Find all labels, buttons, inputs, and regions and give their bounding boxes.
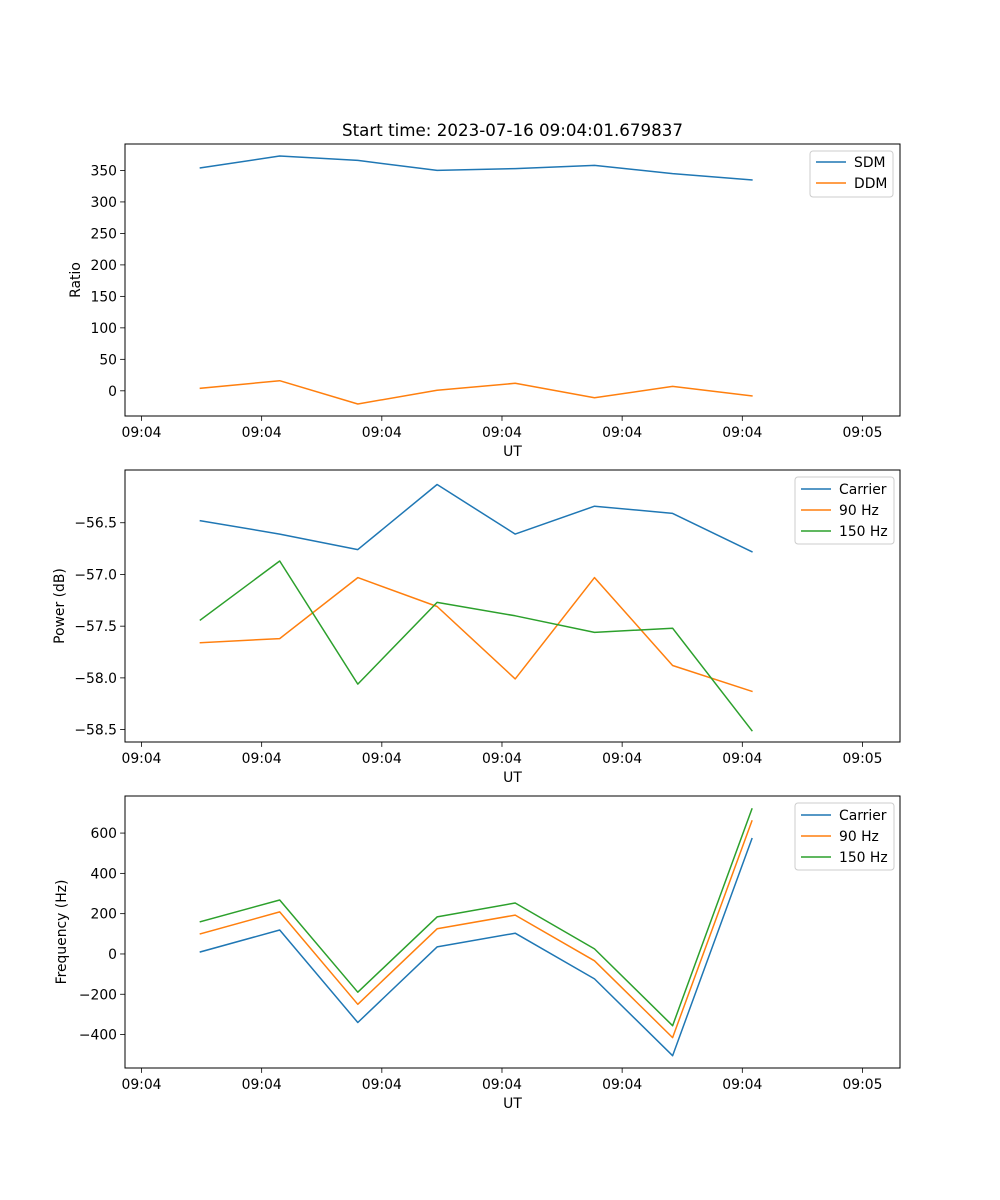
y-tick-label: 250 [90,226,117,242]
x-tick-label: 09:04 [362,1077,402,1093]
frequency-y-ticks: −400 −200 0 200 400 600 [79,826,125,1044]
frequency-x-ticks: 09:04 09:04 09:04 09:04 09:04 09:04 09:05 [121,1068,882,1093]
y-tick-label: −58.0 [74,671,117,687]
x-tick-label: 09:04 [602,1077,642,1093]
y-tick-label: 400 [90,866,117,882]
ratio-series-layer [199,155,753,405]
x-tick-label: 09:05 [842,1077,882,1093]
x-tick-label: 09:04 [722,1077,762,1093]
ratio-x-axis-label: UT [503,444,522,460]
x-tick-label: 09:04 [121,751,161,767]
power-y-axis-label: Power (dB) [52,568,68,644]
x-tick-label: 09:04 [722,425,762,441]
x-tick-label: 09:04 [362,425,402,441]
power-legend: Carrier 90 Hz 150 Hz [794,476,895,545]
y-tick-label: 200 [90,258,117,274]
x-tick-label: 09:04 [121,1077,161,1093]
y-tick-label: 0 [108,947,117,963]
chart-title: Start time: 2023-07-16 09:04:01.679837 [342,120,683,140]
x-tick-label: 09:04 [602,751,642,767]
x-tick-label: 09:04 [362,751,402,767]
legend-label-ddm: DDM [854,176,887,192]
ratio-x-ticks: 09:04 09:04 09:04 09:04 09:04 09:04 09:05 [121,416,882,441]
legend-label-carrier-frequency: Carrier [839,808,887,824]
y-tick-label: 0 [108,384,117,400]
y-tick-label: −56.5 [74,516,117,532]
y-tick-label: −58.5 [74,723,117,739]
ratio-y-ticks: 0 50 100 150 200 250 300 350 [90,163,125,400]
series-line-ratio-ddm [199,379,753,405]
x-tick-label: 09:04 [242,751,282,767]
legend-label-90hz-frequency: 90 Hz [839,829,879,845]
legend-label-150hz-power: 150 Hz [839,524,888,540]
power-y-ticks: −58.5 −58.0 −57.5 −57.0 −56.5 [74,516,125,739]
power-x-axis-label: UT [503,770,522,786]
x-tick-label: 09:04 [482,1077,522,1093]
panel-power: 09:04 09:04 09:04 09:04 09:04 09:04 09:05 −58.… [52,469,901,786]
x-tick-label: 09:04 [242,425,282,441]
x-tick-label: 09:04 [121,425,161,441]
x-tick-label: 09:04 [482,425,522,441]
y-tick-label: 350 [90,163,117,179]
series-line-power-90-hz [199,576,753,693]
y-tick-label: −57.5 [74,619,117,635]
frequency-y-axis-label: Frequency (Hz) [54,880,70,985]
ratio-axes-frame [124,143,901,417]
series-line-frequency-carrier [199,837,753,1057]
y-tick-label: −200 [79,987,117,1003]
series-line-ratio-sdm [199,155,753,181]
legend-label-150hz-frequency: 150 Hz [839,850,888,866]
power-axes-frame [124,469,901,743]
frequency-series-layer [199,807,753,1057]
y-tick-label: −400 [79,1028,117,1044]
power-x-ticks: 09:04 09:04 09:04 09:04 09:04 09:04 09:05 [121,742,882,767]
y-tick-label: 600 [90,826,117,842]
frequency-legend: Carrier 90 Hz 150 Hz [794,802,895,871]
power-series-layer [199,483,753,732]
power-legend-frame [794,476,895,545]
x-tick-label: 09:04 [242,1077,282,1093]
ratio-legend: SDM DDM [809,150,894,198]
frequency-axes-frame [124,795,901,1069]
legend-label-sdm: SDM [854,155,886,171]
x-tick-label: 09:04 [482,751,522,767]
y-tick-label: 50 [99,352,117,368]
y-tick-label: 150 [90,289,117,305]
frequency-legend-frame [794,802,895,871]
y-tick-label: 100 [90,321,117,337]
series-line-power-150-hz [199,560,753,732]
x-tick-label: 09:04 [602,425,642,441]
x-tick-label: 09:05 [842,751,882,767]
legend-label-90hz-power: 90 Hz [839,503,879,519]
ratio-y-axis-label: Ratio [68,262,84,298]
y-tick-label: 300 [90,195,117,211]
x-tick-label: 09:04 [722,751,762,767]
legend-label-carrier-power: Carrier [839,482,887,498]
y-tick-label: −57.0 [74,567,117,583]
series-line-power-carrier [199,483,753,553]
series-line-frequency-150-hz [199,807,753,1027]
x-tick-label: 09:05 [842,425,882,441]
frequency-x-axis-label: UT [503,1096,522,1112]
series-line-frequency-90-hz [199,820,753,1039]
y-tick-label: 200 [90,907,117,923]
panel-ratio: 09:04 09:04 09:04 09:04 09:04 09:04 09:05 0 50 1… [68,120,901,460]
panel-frequency: 09:04 09:04 09:04 09:04 09:04 09:04 09:05 −400… [54,795,901,1112]
